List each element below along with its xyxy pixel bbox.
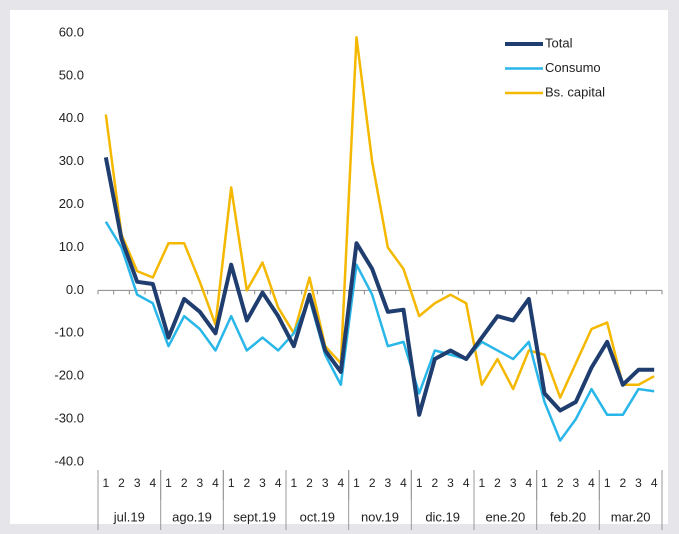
x-tick-label: 3 [572,476,579,490]
x-tick-label: 4 [525,476,532,490]
x-tick-label: 1 [478,476,485,490]
x-tick-label: 1 [353,476,360,490]
group-label: dic.19 [425,509,460,524]
x-tick-label: 1 [416,476,423,490]
group-label: sept.19 [233,509,276,524]
y-tick-label: 0.0 [66,282,84,297]
legend-label: Consumo [545,60,601,75]
legend-label: Bs. capital [545,84,605,99]
x-tick-label: 1 [102,476,109,490]
x-tick-label: 1 [290,476,297,490]
x-tick-label: 4 [588,476,595,490]
group-label: nov.19 [361,509,399,524]
x-tick-label: 4 [400,476,407,490]
y-tick-label: -10.0 [54,325,84,340]
x-tick-label: 2 [181,476,188,490]
y-tick-label: 20.0 [59,196,84,211]
x-tick-label: 1 [165,476,172,490]
y-tick-label: 30.0 [59,153,84,168]
group-label: oct.19 [300,509,335,524]
x-tick-label: 3 [635,476,642,490]
x-tick-label: 3 [259,476,266,490]
y-tick-label: 50.0 [59,67,84,82]
y-tick-label: 40.0 [59,110,84,125]
x-tick-label: 2 [306,476,313,490]
x-tick-label: 3 [447,476,454,490]
x-tick-label: 2 [431,476,438,490]
x-tick-label: 4 [651,476,658,490]
y-tick-label: 10.0 [59,239,84,254]
x-tick-label: 3 [322,476,329,490]
x-tick-label: 2 [557,476,564,490]
legend-label: Total [545,35,573,50]
group-label: mar.20 [611,509,651,524]
x-tick-label: 4 [149,476,156,490]
x-tick-label: 1 [604,476,611,490]
series-line [104,221,655,442]
x-tick-label: 4 [275,476,282,490]
group-label: feb.20 [550,509,586,524]
x-tick-label: 2 [118,476,125,490]
x-tick-label: 3 [510,476,517,490]
y-tick-label: -20.0 [54,368,84,383]
group-label: ene.20 [485,509,525,524]
x-tick-label: 1 [541,476,548,490]
y-tick-label: -30.0 [54,411,84,426]
series-line [103,157,655,417]
x-tick-label: 2 [619,476,626,490]
x-tick-label: 2 [494,476,501,490]
x-tick-label: 4 [212,476,219,490]
x-tick-label: 2 [243,476,250,490]
x-tick-label: 1 [228,476,235,490]
x-tick-label: 3 [134,476,141,490]
group-label: jul.19 [113,509,145,524]
x-tick-label: 4 [337,476,344,490]
y-tick-label: -40.0 [54,453,84,468]
x-tick-label: 4 [463,476,470,490]
group-label: ago.19 [172,509,212,524]
x-tick-label: 2 [369,476,376,490]
x-tick-label: 3 [196,476,203,490]
x-tick-label: 3 [384,476,391,490]
series-line [104,36,655,399]
y-tick-label: 60.0 [59,24,84,39]
